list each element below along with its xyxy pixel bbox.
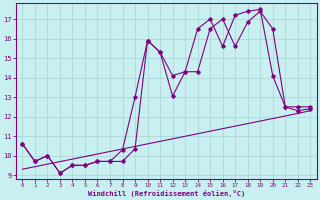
X-axis label: Windchill (Refroidissement éolien,°C): Windchill (Refroidissement éolien,°C) xyxy=(88,190,245,197)
